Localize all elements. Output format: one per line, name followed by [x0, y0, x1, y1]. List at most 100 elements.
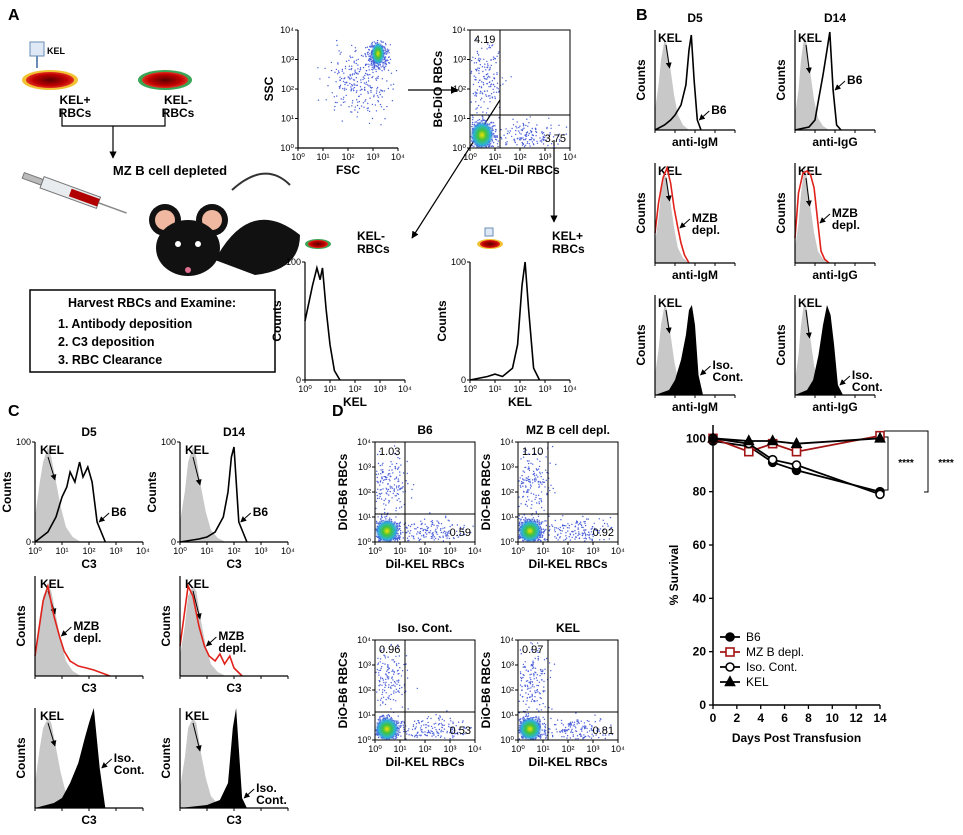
event-dot — [383, 69, 385, 71]
event-dot — [539, 719, 541, 721]
event-dot — [529, 690, 531, 692]
event-dot — [482, 82, 485, 84]
event-dot — [420, 734, 422, 736]
event-dot — [357, 101, 359, 103]
axis-label: Counts — [774, 324, 788, 366]
event-dot — [384, 703, 387, 706]
event-dot — [525, 138, 527, 140]
event-dot — [384, 516, 386, 518]
event-dot — [449, 717, 451, 720]
event-dot — [588, 536, 590, 539]
event-dot — [356, 104, 359, 107]
event-dot — [525, 486, 527, 488]
panel-label: D — [332, 403, 344, 420]
event-dot — [379, 716, 381, 718]
event-dot — [475, 38, 477, 40]
event-dot — [377, 488, 379, 490]
event-dot — [552, 136, 555, 138]
event-dot — [538, 502, 540, 505]
event-dot — [488, 69, 490, 71]
annotation-arrow — [47, 456, 57, 481]
event-dot — [408, 539, 410, 542]
event-dot — [381, 464, 383, 466]
label: KEL+ — [552, 229, 583, 243]
event-dot — [547, 144, 549, 147]
kel-pos-icon-core — [480, 240, 500, 248]
y-tick-label: 10² — [501, 487, 514, 497]
event-dot — [391, 486, 393, 488]
event-dot — [528, 499, 530, 501]
event-dot — [528, 132, 530, 135]
event-dot — [539, 737, 542, 739]
event-dot — [527, 713, 530, 715]
event-dot — [400, 506, 403, 508]
kel-neg-cell — [142, 72, 188, 88]
histogram-curve — [795, 168, 829, 263]
event-dot — [566, 730, 568, 732]
event-dot — [546, 126, 548, 129]
event-dot — [577, 738, 579, 740]
event-dot — [519, 125, 521, 127]
axis-label: Counts — [14, 605, 28, 647]
event-dot — [347, 84, 349, 87]
x-tick-label: 10⁰ — [463, 384, 477, 394]
event-dot — [464, 733, 466, 735]
event-dot — [395, 691, 397, 693]
event-dot — [525, 500, 528, 503]
event-dot — [536, 684, 538, 687]
event-dot — [384, 657, 387, 659]
event-dot — [353, 62, 355, 64]
event-dot — [336, 73, 339, 75]
event-dot — [367, 91, 369, 93]
event-dot — [494, 85, 496, 88]
event-dot — [433, 539, 435, 541]
kel-neg-icon-core — [308, 240, 328, 248]
annotation-arrow — [834, 80, 846, 91]
label: anti-IgG — [812, 135, 857, 149]
event-dot — [549, 489, 551, 492]
event-dot — [527, 491, 529, 493]
event-dot — [345, 94, 347, 97]
event-dot — [388, 469, 390, 471]
quadrant-percent: 0.59 — [450, 527, 471, 539]
event-dot — [406, 460, 408, 463]
annotation-arrow — [192, 590, 202, 620]
label: RBCs — [59, 106, 92, 120]
event-dot — [366, 73, 368, 75]
event-dot — [376, 691, 378, 693]
event-dot — [389, 686, 392, 688]
y-tick-label: 0 — [699, 698, 706, 712]
annotation-arrow — [698, 110, 710, 121]
event-dot — [470, 531, 472, 534]
event-dot — [462, 534, 464, 536]
event-dot — [367, 51, 369, 53]
event-dot — [384, 47, 386, 49]
event-dot — [445, 515, 447, 517]
event-dot — [535, 715, 537, 718]
event-dot — [399, 525, 401, 528]
event-dot — [376, 88, 378, 90]
event-dot — [564, 730, 566, 732]
event-dot — [540, 491, 543, 493]
event-dot — [388, 49, 390, 51]
event-dot — [575, 730, 578, 733]
x-tick-label: 10⁴ — [563, 384, 577, 394]
event-dot — [334, 105, 336, 108]
event-dot — [352, 88, 354, 90]
event-dot — [540, 481, 542, 484]
event-dot — [556, 731, 558, 733]
event-dot — [486, 83, 488, 85]
event-dot — [525, 503, 527, 505]
event-dot — [575, 536, 577, 538]
event-dot — [423, 528, 425, 531]
event-dot — [521, 685, 523, 688]
histogram-curve — [654, 34, 702, 131]
event-dot — [487, 73, 489, 75]
event-dot — [387, 656, 389, 658]
annotation-arrow — [679, 218, 691, 229]
event-dot — [592, 535, 594, 538]
y-tick-label: 10¹ — [358, 512, 371, 522]
event-dot — [543, 659, 546, 661]
event-dot — [581, 524, 583, 527]
x-tick-label: 10⁴ — [136, 546, 150, 556]
